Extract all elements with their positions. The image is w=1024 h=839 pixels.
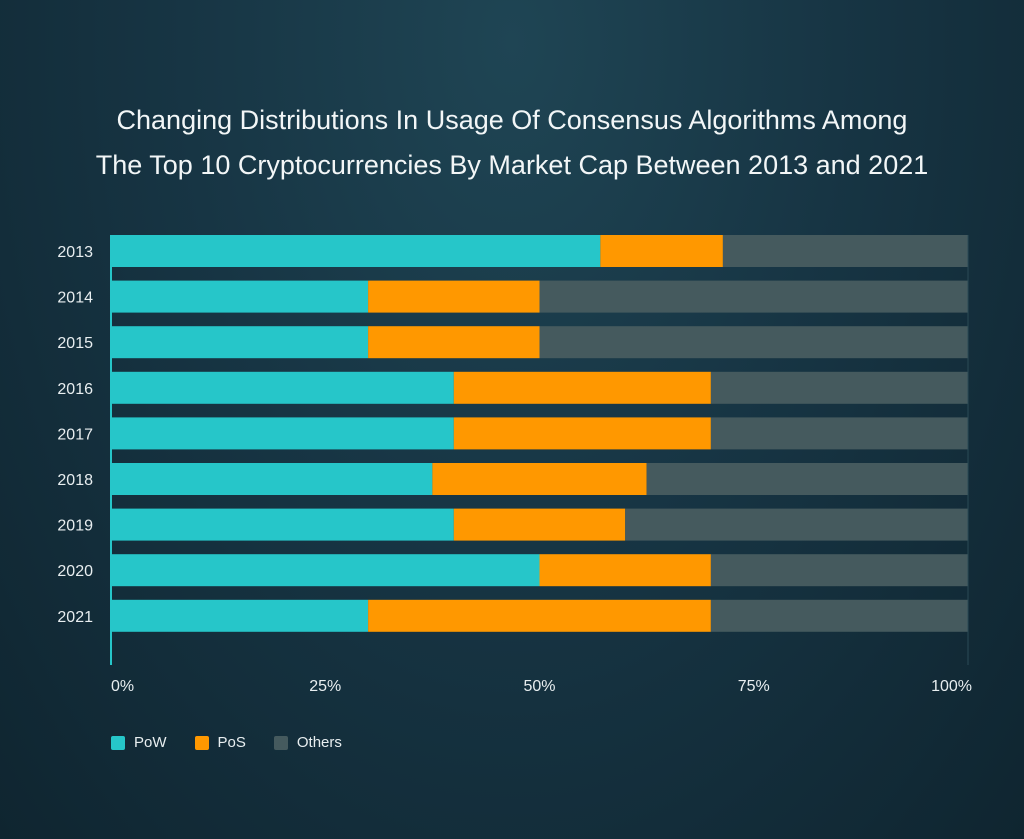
- bar-pos-2019: [453, 508, 626, 541]
- legend-item-pow: PoW: [111, 734, 167, 751]
- legend-swatch: [111, 735, 125, 750]
- y-tick-label: 2014: [57, 290, 93, 307]
- bar-pos-2013: [600, 235, 723, 267]
- bar-pos-2017: [453, 417, 711, 450]
- y-tick-label: 2016: [57, 381, 93, 398]
- y-tick-label: 2013: [57, 244, 93, 261]
- y-tick-label: 2020: [57, 563, 93, 580]
- bar-pow-2014: [111, 280, 369, 313]
- bar-others-2020: [710, 554, 968, 587]
- y-tick-label: 2018: [57, 472, 93, 489]
- legend-swatch: [273, 735, 288, 750]
- x-tick-label: 25%: [309, 678, 341, 695]
- x-tick-label: 75%: [738, 678, 770, 695]
- bar-pow-2016: [111, 371, 454, 404]
- y-tick-label: 2019: [57, 518, 93, 535]
- bar-pos-2015: [368, 326, 540, 359]
- y-tick-label: 2021: [57, 609, 93, 626]
- legend-item-others: Others: [273, 734, 342, 751]
- y-tick-label: 2015: [57, 335, 93, 352]
- bar-others-2021: [710, 599, 968, 632]
- y-tick-label: 2017: [57, 426, 93, 443]
- bar-pow-2015: [111, 326, 369, 359]
- bar-others-2018: [646, 463, 968, 495]
- bar-pow-2017: [111, 417, 454, 450]
- bar-others-2014: [539, 280, 968, 313]
- bar-others-2017: [710, 417, 968, 450]
- bar-pos-2018: [432, 463, 647, 495]
- chart-title: Changing Distributions In Usage Of Conse…: [95, 105, 929, 180]
- bar-pos-2014: [368, 280, 540, 313]
- bar-pow-2013: [111, 235, 601, 267]
- bar-pos-2016: [453, 371, 711, 404]
- bar-pos-2021: [368, 599, 711, 632]
- bar-pow-2021: [111, 599, 369, 632]
- bar-others-2016: [710, 371, 968, 404]
- bar-pos-2020: [539, 554, 711, 587]
- legend-item-pos: PoS: [194, 734, 246, 751]
- legend: PoW PoS Others: [111, 734, 342, 751]
- bar-others-2015: [539, 326, 968, 359]
- bar-others-2019: [625, 508, 968, 541]
- x-tick-label: 100%: [931, 678, 972, 695]
- bar-others-2013: [722, 235, 968, 267]
- x-tick-label: 0%: [111, 678, 134, 695]
- x-tick-label: 50%: [523, 678, 555, 695]
- legend-swatch: [194, 735, 209, 750]
- bar-pow-2020: [111, 554, 540, 587]
- bar-pow-2019: [111, 508, 454, 541]
- bar-pow-2018: [111, 463, 433, 495]
